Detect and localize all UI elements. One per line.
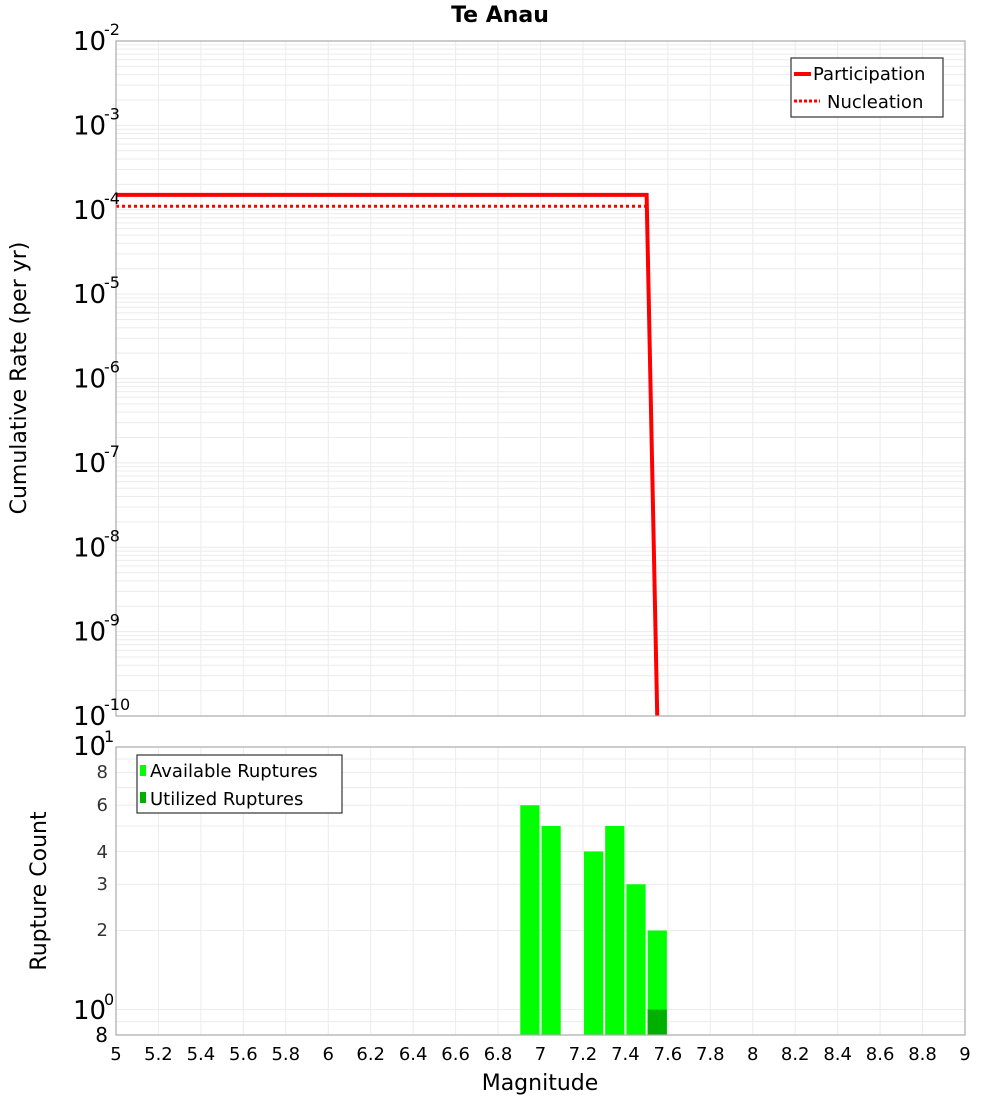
top-legend: Participation Nucleation (791, 58, 943, 117)
y-tick: 10-3 (73, 104, 120, 141)
legend-participation: Participation (813, 64, 925, 85)
svg-text:4: 4 (97, 842, 108, 863)
svg-text:2: 2 (97, 920, 108, 941)
available-bar (584, 851, 603, 1035)
y-tick: 10-4 (73, 189, 120, 226)
x-tick: 6 (323, 1044, 334, 1065)
y-tick: 10-8 (73, 526, 120, 563)
svg-text:10: 10 (73, 996, 106, 1026)
svg-text:3: 3 (97, 874, 108, 895)
x-tick: 9 (959, 1044, 970, 1065)
svg-text:-3: -3 (104, 104, 120, 123)
svg-text:10: 10 (73, 27, 106, 57)
x-tick: 6.2 (356, 1044, 385, 1065)
x-tick: 5.2 (144, 1044, 173, 1065)
legend-utilized: Utilized Ruptures (150, 789, 303, 810)
svg-text:10: 10 (73, 280, 106, 310)
svg-text:10: 10 (73, 618, 106, 648)
top-y-axis-label: Cumulative Rate (per yr) (7, 242, 32, 515)
bottom-y-axis-label: Rupture Count (27, 811, 52, 971)
x-tick: 8.6 (866, 1044, 895, 1065)
svg-text:10: 10 (73, 111, 106, 141)
svg-text:10: 10 (73, 732, 106, 762)
bottom-y-tick-labels: 10 1 8 6 4 3 2 10 0 8 (73, 727, 114, 1047)
x-tick-labels: 5 5.2 5.4 5.6 5.8 6 6.2 6.4 6.6 6.8 7 7.2 7.4 7.6 7.8 8… (110, 1044, 970, 1065)
svg-text:-7: -7 (104, 442, 120, 461)
x-tick: 5 (110, 1044, 121, 1065)
svg-text:-6: -6 (104, 358, 120, 377)
chart-title: Te Anau (451, 3, 549, 28)
x-tick: 6.6 (441, 1044, 470, 1065)
svg-text:10: 10 (73, 702, 106, 732)
chart-canvas: Te Anau 10-210-310-410-510-610-710-810-9… (0, 0, 1000, 1100)
svg-text:1: 1 (104, 727, 114, 746)
bottom-legend: Available Ruptures Utilized Ruptures (137, 755, 342, 813)
x-tick: 7.2 (569, 1044, 598, 1065)
available-legend-swatch (140, 765, 146, 776)
svg-text:-8: -8 (104, 526, 120, 545)
svg-text:10: 10 (73, 196, 106, 226)
top-gridlines (116, 41, 965, 716)
svg-text:-10: -10 (104, 695, 130, 714)
svg-text:10: 10 (73, 533, 106, 563)
svg-text:-4: -4 (104, 189, 120, 208)
x-tick: 8.8 (908, 1044, 937, 1065)
utilized-legend-swatch (140, 792, 146, 803)
x-tick: 7 (535, 1044, 546, 1065)
y-tick: 10-9 (73, 611, 120, 648)
x-tick: 8.4 (823, 1044, 852, 1065)
svg-text:10: 10 (73, 365, 106, 395)
y-tick: 10-2 (73, 20, 120, 57)
x-axis-label: Magnitude (482, 1071, 599, 1096)
available-bar (626, 884, 645, 1035)
svg-text:-2: -2 (104, 20, 120, 39)
svg-text:-5: -5 (104, 273, 120, 292)
bottom-plot-area: 10 1 8 6 4 3 2 10 0 8 Available Ruptures… (27, 727, 965, 1047)
svg-text:8: 8 (97, 762, 108, 783)
legend-nucleation: Nucleation (827, 92, 923, 113)
x-tick: 7.4 (611, 1044, 640, 1065)
x-tick: 7.8 (696, 1044, 725, 1065)
svg-text:6: 6 (97, 795, 108, 816)
y-tick: 10-5 (73, 273, 120, 310)
x-tick: 8 (747, 1044, 758, 1065)
y-tick: 10-10 (73, 695, 130, 732)
available-bar (605, 826, 624, 1035)
svg-text:0: 0 (104, 990, 114, 1009)
x-tick: 7.6 (654, 1044, 683, 1065)
x-tick: 6.8 (484, 1044, 513, 1065)
available-bar (520, 805, 539, 1035)
x-tick: 5.8 (271, 1044, 300, 1065)
x-tick: 8.2 (781, 1044, 810, 1065)
y-tick: 10-7 (73, 442, 120, 479)
svg-text:10: 10 (73, 449, 106, 479)
x-tick: 5.6 (229, 1044, 258, 1065)
available-bar (542, 826, 561, 1035)
top-plot-area: 10-210-310-410-510-610-710-810-910-10 Pa… (7, 20, 965, 732)
svg-text:-9: -9 (104, 611, 120, 630)
svg-text:8: 8 (95, 1023, 108, 1047)
y-tick: 10-6 (73, 358, 120, 395)
legend-available: Available Ruptures (150, 761, 318, 782)
x-tick: 6.4 (399, 1044, 428, 1065)
utilized-bar (648, 1010, 667, 1035)
x-tick: 5.4 (187, 1044, 216, 1065)
